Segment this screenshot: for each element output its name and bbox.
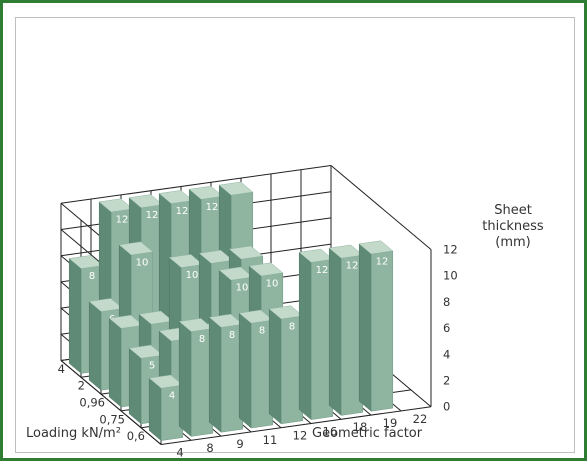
bar-side-face	[268, 308, 282, 425]
bar-side-face	[68, 257, 82, 374]
bar-value-label: 8	[89, 271, 95, 282]
bar-side-face	[328, 247, 342, 416]
y-tick-label: 2	[78, 379, 85, 393]
bar-value-label: 8	[199, 334, 205, 345]
bar-top-face	[218, 181, 254, 196]
figure-inner-border	[15, 17, 575, 453]
x-tick-label: 9	[236, 437, 243, 451]
x-tick-label: 12	[293, 429, 308, 443]
z-tick-label: 12	[443, 243, 458, 257]
bar-value-label: 10	[266, 278, 279, 289]
y-tick-label: 4	[58, 362, 65, 376]
x-tick-label: 19	[383, 416, 398, 430]
bar-top-face	[228, 245, 264, 260]
z-axis-title: Sheet thickness (mm)	[482, 203, 544, 250]
z-axis-title-line-1: Sheet	[494, 203, 532, 218]
bar-value-label: 12	[116, 214, 129, 225]
bar-top-face	[328, 244, 364, 259]
bar-top-face	[248, 262, 284, 277]
bar-side-face	[208, 316, 222, 433]
bar-value-label: 12	[376, 256, 389, 267]
bar-value-label: 5	[149, 361, 155, 372]
bar-value-label: 8	[289, 321, 295, 332]
bar-top-face	[238, 309, 274, 324]
bar-top-face	[188, 185, 224, 200]
bar-top-face	[128, 194, 164, 209]
bar-12-0,6: 8	[268, 305, 304, 425]
bar-value-label: 10	[186, 270, 199, 281]
right-frame-edge	[330, 165, 432, 250]
x-tick-label: 11	[263, 433, 278, 447]
x-axis-title: Geometric factor	[312, 426, 423, 441]
bar-value-label: 12	[146, 210, 159, 221]
bar-top-face	[88, 298, 124, 312]
bar-top-face	[68, 255, 104, 269]
bar-16-0,6: 12	[298, 248, 334, 421]
z-axis-title-line-3: (mm)	[495, 235, 530, 250]
z-tick-label: 0	[443, 400, 450, 414]
z-tick-label: 10	[443, 269, 458, 283]
bar-front-face	[370, 250, 394, 412]
bar-top-face	[148, 374, 184, 389]
bar-top-face	[268, 305, 304, 320]
bar-value-label: 10	[136, 257, 149, 268]
bar-side-face	[88, 300, 102, 391]
bar-top-face	[218, 266, 254, 281]
z-tick-label: 2	[443, 374, 450, 388]
x-tick-label: 8	[206, 441, 213, 455]
x-tick-label: 22	[413, 412, 428, 426]
bar-side-face	[148, 377, 162, 442]
bar-value-label: 12	[316, 265, 329, 276]
back-wall-gridline	[60, 165, 332, 204]
bar-18-0,6: 12	[328, 244, 364, 416]
bar-top-face	[178, 318, 214, 332]
bar-side-face	[178, 320, 192, 437]
bar-top-face	[128, 344, 164, 359]
bar-top-face	[168, 254, 204, 268]
bar-side-face	[238, 312, 252, 429]
bar-side-face	[108, 317, 122, 408]
bar-19-0,6: 12	[358, 240, 394, 412]
bar-top-face	[198, 249, 234, 264]
floor-gridline	[160, 406, 432, 445]
bar-side-face	[358, 243, 372, 412]
bar-8-0,6: 8	[178, 318, 214, 437]
chart-bars: 812121212610105101048888121212	[68, 181, 394, 442]
bar-11-0,6: 8	[238, 309, 274, 429]
bar-top-face	[138, 310, 174, 325]
x-tick-label: 18	[353, 420, 368, 434]
y-tick-label: 0,96	[79, 396, 105, 410]
x-tick-label: 4	[176, 445, 183, 459]
y-tick-label: 0,75	[99, 412, 125, 426]
bar-value-label: 12	[176, 206, 189, 217]
y-tick-label: 0,6	[127, 429, 145, 443]
bar-9-0,6: 8	[208, 313, 244, 433]
z-tick-label: 4	[443, 347, 450, 361]
bar-top-face	[298, 248, 334, 263]
z-tick-label: 8	[443, 295, 450, 309]
bar-value-label: 12	[346, 261, 359, 272]
bar-value-label: 12	[206, 202, 219, 213]
bar-top-face	[108, 314, 144, 329]
floor-gridline	[60, 360, 162, 445]
bar-top-face	[358, 240, 394, 255]
bar-value-label: 8	[229, 330, 235, 341]
bar-side-face	[128, 347, 142, 425]
bar-value-label: 8	[259, 326, 265, 337]
z-axis-title-line-2: thickness	[482, 219, 544, 234]
bar-top-face	[208, 313, 244, 328]
y-axis-title: Loading kN/m²	[26, 426, 121, 441]
bar-value-label: 10	[236, 283, 249, 294]
x-tick-label: 16	[323, 424, 338, 438]
bar-top-face	[98, 198, 134, 213]
bar-value-label: 4	[169, 391, 175, 402]
bar-top-face	[158, 190, 194, 204]
bar-side-face	[298, 251, 312, 421]
z-tick-label: 6	[443, 321, 450, 335]
bar-4-0,6: 4	[148, 374, 184, 442]
bar-top-face	[118, 241, 154, 256]
